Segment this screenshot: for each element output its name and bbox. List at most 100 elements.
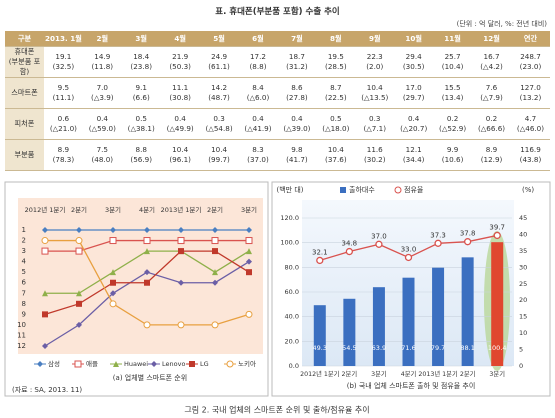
- table-cell: 18.7 (31.2): [277, 46, 317, 78]
- rank-marker: [143, 237, 151, 245]
- cell-change: (61.1): [208, 62, 230, 71]
- row-label: 스마트폰: [5, 77, 44, 109]
- cell-value: 0.3: [369, 114, 381, 123]
- cell-value: 10.4: [211, 145, 228, 154]
- cell-value: 9.5: [57, 83, 70, 92]
- rank-marker: [212, 248, 218, 255]
- table-cell: 15.5 (13.4): [433, 77, 473, 109]
- legend-marker: [189, 361, 195, 367]
- cell-change: (△39.0): [283, 124, 311, 133]
- cell-value: 11.1: [172, 83, 189, 92]
- table-cell: 12.1 (34.4): [394, 139, 434, 171]
- cell-value: 14.9: [94, 52, 111, 61]
- row-label-sub: (부분품 포함): [8, 57, 41, 76]
- share-point: [375, 240, 383, 248]
- table-cell: 19.1 (32.5): [43, 46, 83, 78]
- y2-tick-label: 40: [519, 230, 527, 238]
- column-header: 8월: [316, 31, 356, 47]
- table-cell: 11.6 (30.2): [355, 139, 395, 171]
- table-cell: 11.1 (30.8): [160, 77, 200, 109]
- table-cell: 14.9 (11.8): [82, 46, 122, 78]
- table-cell: 25.7 (10.4): [433, 46, 473, 78]
- share-label: 37.8: [460, 230, 476, 238]
- cell-value: 127.0: [520, 83, 541, 92]
- table-cell: 9.8 (41.7): [277, 139, 317, 171]
- rank-marker: [41, 237, 49, 245]
- table-cell: 0.4 (△59.0): [82, 108, 122, 140]
- bar-label: 54.5: [342, 344, 356, 352]
- cell-value: 0.4: [291, 114, 303, 123]
- bar-label: 71.6: [401, 344, 415, 352]
- row-label-text: 스마트폰: [11, 88, 38, 97]
- table-row: 부분품 8.9 (78.3) 7.5 (48.0) 8.8 (56.9) 10.4 (96.1)…: [5, 139, 550, 171]
- table-cell: 0.3 (△54.8): [199, 108, 239, 140]
- table-cell: 8.3 (37.0): [238, 139, 278, 171]
- table-cell: 10.4 (99.7): [199, 139, 239, 171]
- cell-change: (50.3): [169, 62, 191, 71]
- column-header: 5월: [199, 31, 239, 47]
- y2-tick-label: 35: [519, 247, 527, 255]
- cell-change: (△4.2): [480, 62, 503, 71]
- cell-value: 21.9: [172, 52, 189, 61]
- column-header: 연간: [510, 31, 550, 47]
- table-cell: 8.9 (12.9): [472, 139, 511, 171]
- cell-change: (30.8): [169, 93, 191, 102]
- cell-value: 0.5: [330, 114, 342, 123]
- cell-value: 16.7: [483, 52, 500, 61]
- x-tick-label: 2013년 1분기: [161, 205, 202, 214]
- share-point: [404, 253, 413, 262]
- bar-label: 100.4: [488, 344, 507, 352]
- cell-value: 8.8: [135, 145, 147, 154]
- cell-change: (99.7): [208, 155, 230, 164]
- share-label: 32.1: [312, 248, 328, 256]
- column-header: 12월: [472, 31, 511, 47]
- bar: [432, 267, 445, 366]
- table-title: 표. 휴대폰(부분품 포함) 수출 추이: [215, 7, 340, 17]
- y2-tick-label: 15: [519, 313, 527, 321]
- rank-marker: [109, 237, 117, 245]
- y-tick-label: 60.0: [285, 288, 299, 296]
- table-cell: 10.4 (96.1): [160, 139, 200, 171]
- y-tick-label: 9: [22, 310, 26, 318]
- y-tick-label: 1: [22, 226, 26, 234]
- share-point: [463, 238, 472, 246]
- rank-marker: [144, 269, 150, 276]
- cell-change: (△66.6): [477, 124, 506, 133]
- bar-label: 63.9: [372, 344, 386, 352]
- cell-value: 11.6: [366, 145, 383, 154]
- cell-change: (23.0): [519, 62, 542, 71]
- y-tick-label: 80.0: [285, 263, 299, 271]
- y-tick-label: 8: [22, 300, 26, 308]
- charts: (a) 업체별 스마트폰 순위 (자료 : SA, 2013. 11) (b) …: [4, 181, 551, 415]
- x-tick-label: 2분기: [207, 205, 223, 214]
- cell-change: (△7.9): [480, 93, 503, 102]
- column-header: 구분: [5, 31, 44, 47]
- cell-value: 29.4: [405, 52, 422, 61]
- cell-change: (△54.8): [205, 124, 233, 133]
- cell-change: (37.0): [247, 155, 269, 164]
- table-cell: 0.2 (△52.9): [433, 108, 473, 140]
- cell-value: 0.2: [446, 114, 459, 123]
- cell-change: (37.6): [325, 155, 347, 164]
- cell-value: 8.9: [485, 145, 498, 154]
- rank-marker: [110, 269, 116, 276]
- column-header: 2013. 1월: [43, 31, 83, 47]
- rank-marker: [76, 227, 82, 233]
- legend-marker: [113, 361, 119, 367]
- y-tick-label: 6: [22, 279, 27, 287]
- legend-swatch: [340, 187, 346, 193]
- cell-change: (31.2): [286, 62, 308, 71]
- cell-value: 116.9: [520, 145, 541, 154]
- row-label: 피처폰: [5, 108, 44, 140]
- rank-marker: [246, 258, 252, 265]
- y-tick-label: 5: [22, 268, 26, 276]
- cell-value: 8.6: [291, 83, 303, 92]
- row-label: 휴대폰 (부분품 포함): [5, 46, 44, 78]
- legend-label: LG: [200, 360, 209, 368]
- cell-value: 17.2: [249, 52, 266, 61]
- cell-change: (48.7): [208, 93, 230, 102]
- table-cell: 24.9 (61.1): [199, 46, 239, 78]
- cell-value: 19.5: [327, 52, 344, 61]
- rank-marker: [177, 237, 185, 245]
- x-tick-label: 2분기: [460, 369, 476, 378]
